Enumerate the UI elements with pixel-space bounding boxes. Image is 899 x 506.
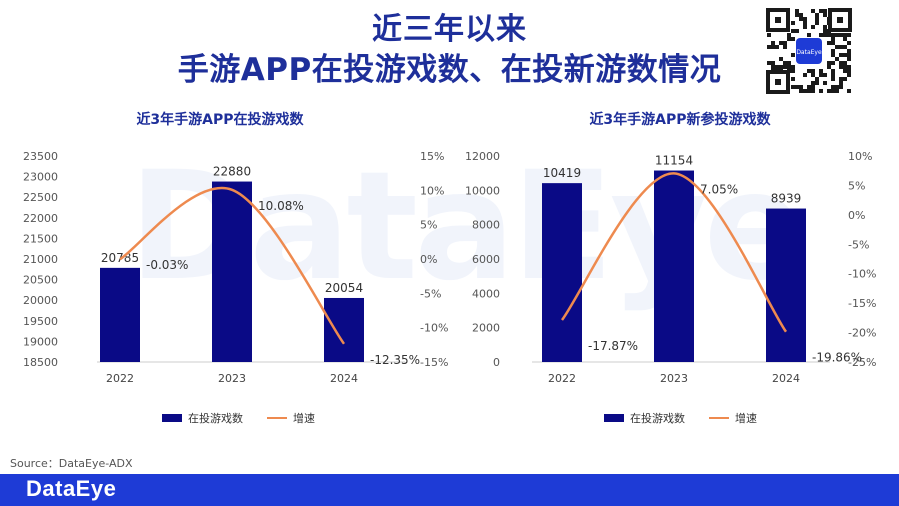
- source-note: Source：DataEye-ADX: [10, 457, 133, 470]
- legend-bar-label: 在投游戏数: [188, 412, 243, 425]
- bar: [542, 183, 582, 362]
- footer-logo: DataEye: [26, 476, 117, 501]
- legend-bar-label: 在投游戏数: [630, 412, 685, 425]
- page-title-line2: 手游APP在投游戏数、在投新游数情况: [177, 52, 722, 88]
- bar: [766, 208, 806, 362]
- line-value-label: -19.86%: [812, 351, 862, 365]
- y-right-tick-label: 5%: [848, 179, 865, 192]
- x-tick-label: 2024: [772, 372, 800, 385]
- y-left-tick-label: 8000: [472, 219, 500, 232]
- legend-bar-swatch: [604, 414, 624, 422]
- bar-value-label: 10419: [543, 166, 581, 180]
- line-value-label: -12.35%: [370, 353, 420, 367]
- legend-bar-swatch: [162, 414, 182, 422]
- bar-value-label: 11154: [655, 154, 693, 168]
- y-right-tick-label: -15%: [420, 356, 448, 369]
- y-left-tick-label: 18500: [23, 356, 58, 369]
- y-left-tick-label: 0: [493, 356, 500, 369]
- y-right-tick-label: -10%: [848, 268, 876, 281]
- bar-value-label: 22880: [213, 165, 251, 179]
- x-tick-label: 2023: [660, 372, 688, 385]
- y-left-tick-label: 21000: [23, 253, 58, 266]
- legend-line-label: 增速: [735, 412, 757, 425]
- y-right-tick-label: -5%: [848, 238, 869, 251]
- growth-line: [561, 172, 788, 333]
- qr-code-icon[interactable]: DataEye: [766, 8, 852, 94]
- legend-2: 在投游戏数 增速: [604, 410, 757, 426]
- legend-line-label: 增速: [293, 412, 315, 425]
- y-right-tick-label: 0%: [848, 209, 865, 222]
- y-left-tick-label: 22500: [23, 191, 58, 204]
- legend-line-swatch: [709, 417, 729, 419]
- y-right-tick-label: -5%: [420, 287, 441, 300]
- bar: [100, 267, 140, 362]
- x-tick-label: 2023: [218, 372, 246, 385]
- y-right-tick-label: 5%: [420, 219, 437, 232]
- y-left-tick-label: 22000: [23, 212, 58, 225]
- bar: [654, 170, 694, 362]
- y-right-tick-label: -25%: [848, 356, 876, 369]
- y-left-tick-label: 19500: [23, 315, 58, 328]
- y-left-tick-label: 21500: [23, 232, 58, 245]
- bar: [324, 297, 364, 362]
- y-right-tick-label: 15%: [420, 150, 444, 163]
- bar: [212, 181, 252, 362]
- y-left-tick-label: 23500: [23, 150, 58, 163]
- y-left-tick-label: 12000: [465, 150, 500, 163]
- y-right-tick-label: 0%: [420, 253, 437, 266]
- y-right-tick-label: -10%: [420, 322, 448, 335]
- qr-label: DataEye: [796, 49, 822, 56]
- chart-title-1: 近3年手游APP在投游戏数: [136, 112, 304, 128]
- y-right-tick-label: -15%: [848, 297, 876, 310]
- chart-title-2: 近3年手游APP新参投游戏数: [589, 112, 771, 128]
- line-value-label: 7.05%: [700, 182, 738, 196]
- line-value-label: -0.03%: [146, 258, 188, 272]
- line-value-label: 10.08%: [258, 199, 304, 213]
- growth-line: [119, 186, 346, 345]
- y-left-tick-label: 20500: [23, 274, 58, 287]
- legend-1: 在投游戏数 增速: [162, 410, 315, 426]
- y-right-tick-label: -20%: [848, 327, 876, 340]
- y-left-tick-label: 20000: [23, 294, 58, 307]
- legend-line-swatch: [267, 417, 287, 419]
- y-left-tick-label: 10000: [465, 184, 500, 197]
- y-right-tick-label: 10%: [420, 184, 444, 197]
- bar-value-label: 20054: [325, 281, 363, 295]
- y-left-tick-label: 6000: [472, 253, 500, 266]
- footer-bar: DataEye: [0, 474, 899, 506]
- y-left-tick-label: 2000: [472, 322, 500, 335]
- x-tick-label: 2022: [106, 372, 134, 385]
- y-right-tick-label: 10%: [848, 150, 872, 163]
- y-left-tick-label: 23000: [23, 171, 58, 184]
- y-left-tick-label: 19000: [23, 335, 58, 348]
- line-value-label: -17.87%: [588, 339, 638, 353]
- bar-value-label: 8939: [771, 192, 802, 206]
- chart-new-games: 12000 10000 8000 6000 4000 2000 0 10% 5% 0% -5% -10…: [465, 150, 876, 385]
- chart-in-serving-games: 23500 23000 22500 22000 21500 21000 20500 20000…: [23, 150, 448, 385]
- x-tick-label: 2024: [330, 372, 358, 385]
- x-tick-label: 2022: [548, 372, 576, 385]
- y-left-tick-label: 4000: [472, 287, 500, 300]
- page-title-line1: 近三年以来: [372, 12, 527, 47]
